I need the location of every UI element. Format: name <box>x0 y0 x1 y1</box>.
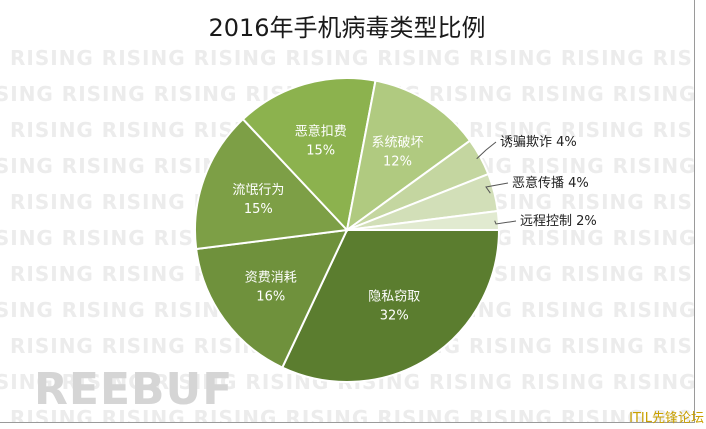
pie-slice <box>346 209 501 231</box>
watermark-row: RISING RISING RISING RISING RISING RISIN… <box>10 406 695 423</box>
slice-value-label: 16% <box>256 289 285 304</box>
freebuf-logo: REEBUF <box>34 364 234 415</box>
slice-label: 恶意传播 4% <box>512 175 589 191</box>
pie-slice <box>194 117 350 251</box>
slice-label: 资费消耗 <box>245 270 297 285</box>
slice-label: 远程控制 2% <box>520 214 597 229</box>
chart-title: 2016年手机病毒类型比例 <box>208 14 486 42</box>
watermark-row: RISING RISING RISING RISING RISING RISIN… <box>10 46 695 70</box>
pie-slice <box>241 77 377 233</box>
leader-line <box>485 182 509 194</box>
pie-slice <box>345 79 472 233</box>
slice-label: 隐私窃取 <box>368 288 420 304</box>
leader-line <box>476 141 497 160</box>
pie-slice <box>195 228 349 369</box>
slice-label: 恶意扣费 <box>295 124 347 140</box>
slice-label: 流氓行为 <box>232 183 284 198</box>
slice-value-label: 15% <box>244 202 273 217</box>
slice-label: 诱骗欺诈 4% <box>500 135 577 150</box>
slice-label: 系统破坏 <box>371 135 423 150</box>
chart-frame: RISING RISING RISING RISING RISING RISIN… <box>0 0 695 423</box>
slice-value-label: 15% <box>306 144 335 159</box>
pie-chart: 隐私窃取 32% 资费消耗 16% 流氓行为 15% 恶意扣费 15% 系统破坏 12% 诱骗欺诈 … <box>194 77 597 383</box>
pie-slice <box>280 229 501 383</box>
corner-watermark: ITIL先锋论坛 <box>629 411 704 426</box>
leader-line <box>494 220 517 225</box>
slice-value-label: 32% <box>380 308 409 323</box>
slice-value-label: 12% <box>383 154 412 169</box>
